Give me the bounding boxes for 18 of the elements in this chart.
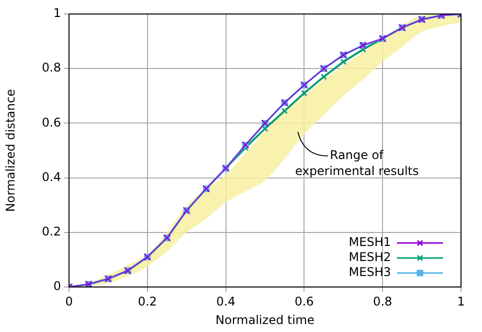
y-axis-title: Normalized distance: [3, 89, 18, 212]
x-tick-label: 0.4: [216, 294, 236, 308]
x-tick-label: 1: [457, 294, 465, 308]
y-tick-label: 0.2: [42, 224, 61, 239]
y-tick-label: 1: [53, 6, 61, 20]
x-tick-label: 0.8: [373, 294, 392, 308]
x-tick-label: 0: [65, 294, 73, 308]
x-tick-label: 0.2: [138, 294, 157, 308]
x-tick-label: 0.6: [294, 294, 314, 308]
legend-label: MESH3: [348, 265, 391, 280]
y-tick-label: 0: [53, 279, 61, 294]
y-tick-label: 0.8: [42, 60, 61, 75]
y-tick-label: 0.6: [42, 115, 61, 130]
y-tick-label: 0.4: [42, 170, 61, 184]
annotation: Range of experimental results: [295, 148, 419, 178]
x-axis-title: Normalized time: [216, 312, 314, 327]
legend-label: MESH2: [348, 250, 391, 264]
legend-label: MESH1: [348, 235, 391, 250]
